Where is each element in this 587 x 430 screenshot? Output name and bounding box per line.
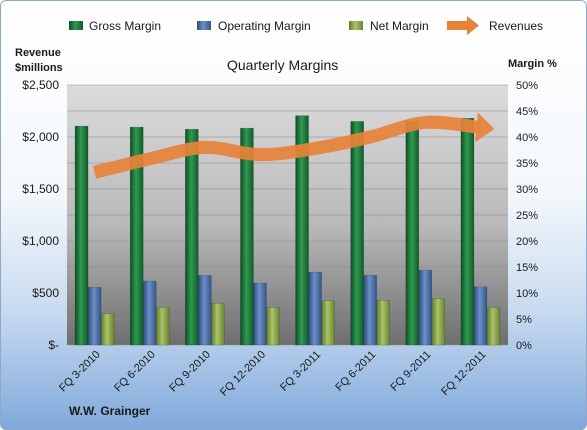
- legend-label-net-margin: Net Margin: [370, 19, 429, 33]
- bar-gross-margin: [405, 120, 420, 346]
- right-tick-label: 25%: [516, 210, 538, 222]
- legend-label-revenues: Revenues: [489, 19, 543, 33]
- bar-gross-margin: [185, 128, 199, 346]
- category-label: FQ 12-2010: [218, 349, 268, 399]
- category-label: FQ 3-2010: [57, 349, 103, 395]
- right-tick-label: 50%: [516, 80, 538, 92]
- bar-operating-margin: [473, 286, 488, 346]
- bar-operating-margin: [198, 275, 212, 346]
- right-tick-label: 45%: [516, 106, 538, 118]
- bar-operating-margin: [363, 275, 377, 346]
- left-tick-label: $1,000: [22, 234, 59, 248]
- legend-swatch-operating-margin: [197, 21, 211, 30]
- bar-net-margin: [266, 307, 280, 346]
- bar-gross-margin: [74, 125, 89, 346]
- bar-operating-margin: [253, 282, 267, 346]
- category-label: FQ 9-2010: [167, 349, 213, 395]
- bar-gross-margin: [295, 115, 309, 346]
- legend: Gross Margin Operating Margin Net Margin…: [69, 16, 543, 35]
- bar-net-margin: [431, 298, 446, 346]
- bars: [74, 115, 501, 346]
- left-axis-title-line2: $millions: [15, 62, 63, 74]
- bar-gross-margin: [350, 121, 364, 346]
- right-tick-label: 10%: [516, 288, 538, 300]
- legend-swatch-gross-margin: [69, 21, 83, 30]
- bar-net-margin: [155, 307, 170, 346]
- bar-gross-margin: [460, 118, 475, 346]
- legend-swatch-net-margin: [349, 21, 363, 30]
- bar-gross-margin: [129, 126, 144, 346]
- right-tick-label: 0%: [516, 340, 532, 352]
- revenue-line-path: [93, 115, 482, 179]
- category-label: FQ 6-2011: [333, 349, 378, 394]
- chart-title: Quarterly Margins: [227, 57, 338, 73]
- bar-operating-margin: [308, 271, 322, 346]
- bar-operating-margin: [418, 269, 433, 346]
- right-tick-label: 35%: [516, 158, 538, 170]
- right-tick-label: 30%: [516, 184, 538, 196]
- category-label: FQ 3-2011: [278, 349, 323, 394]
- bar-net-margin: [321, 300, 335, 346]
- category-label: FQ 12-2011: [439, 349, 488, 398]
- left-tick-label: $500: [32, 286, 59, 300]
- revenue-line: [93, 112, 495, 179]
- bar-operating-margin: [142, 280, 157, 346]
- company-name: W.W. Grainger: [69, 404, 151, 418]
- bar-net-margin: [100, 313, 115, 346]
- right-axis-ticks: 0% 5% 10% 15% 20% 25% 30% 35% 40% 45% 50%: [516, 80, 538, 352]
- right-tick-label: 5%: [516, 314, 532, 326]
- right-tick-label: 40%: [516, 132, 538, 144]
- revenue-line-arrowhead: [475, 112, 495, 143]
- right-axis-title: Margin %: [508, 58, 557, 70]
- category-label: FQ 9-2011: [388, 349, 433, 394]
- left-tick-label: $2,000: [22, 130, 59, 144]
- left-tick-label: $2,500: [22, 78, 59, 92]
- left-tick-label: $1,500: [22, 182, 59, 196]
- left-tick-label: $-: [48, 338, 59, 352]
- bar-net-margin: [486, 307, 501, 346]
- right-tick-label: 20%: [516, 236, 538, 248]
- legend-swatch-revenues: [447, 16, 479, 35]
- bar-net-margin: [211, 303, 225, 346]
- legend-label-operating-margin: Operating Margin: [218, 19, 311, 33]
- category-labels: FQ 3-2010 FQ 6-2010 FQ 9-2010 FQ 12-2010 FQ …: [57, 349, 489, 399]
- bar-operating-margin: [87, 287, 102, 346]
- bar-net-margin: [376, 300, 390, 346]
- left-axis-title-line1: Revenue: [15, 47, 61, 59]
- category-label: FQ 6-2010: [112, 349, 158, 395]
- left-axis-ticks: $- $500 $1,000 $1,500 $2,000 $2,500: [22, 78, 59, 352]
- bar-gross-margin: [240, 127, 254, 346]
- right-tick-label: 15%: [516, 262, 538, 274]
- legend-label-gross-margin: Gross Margin: [89, 19, 161, 33]
